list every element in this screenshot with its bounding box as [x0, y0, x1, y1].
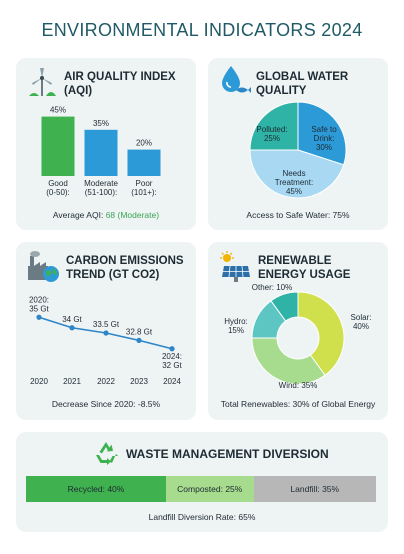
carbon-point: [136, 337, 142, 343]
aqi-caption: Average AQI: 68 (Moderate): [16, 210, 196, 220]
carbon-year-label: 2023: [130, 377, 148, 386]
water-title: GLOBAL WATER QUALITY: [256, 70, 348, 98]
water-caption: Access to Safe Water: 75%: [246, 210, 350, 220]
solar-panel-icon: [220, 251, 250, 282]
water-pie-slice: [249, 101, 299, 151]
water-title-line1: GLOBAL WATER: [256, 71, 349, 83]
renewable-title-line2: ENERGY USAGE: [258, 269, 351, 281]
factory-globe-icon: [28, 251, 59, 282]
aqi-category-label: Good (0-50):: [46, 179, 70, 197]
waste-segment-label: Composted: 25%: [177, 484, 243, 494]
carbon-year-label: 2020: [30, 377, 48, 386]
carbon-point-label: 33.5 Gt: [93, 320, 120, 329]
carbon-point: [103, 330, 109, 336]
renewable-slice-label: Wind: 35%: [279, 381, 318, 390]
aqi-title-line2: (AQI): [64, 85, 93, 97]
aqi-title-line1: AIR QUALITY INDEX: [64, 71, 176, 83]
waste-card: WASTE MANAGEMENT DIVERSION Recycled: 40%…: [16, 432, 388, 532]
water-pie-chart: Safe to Drink: 30% Needs Treatment: 45% Pollut…: [249, 101, 347, 199]
renewable-title-line1: RENEWABLE: [258, 255, 332, 267]
carbon-line-chart: 2020: 35 Gt 2020 34 Gt 2021 33.5 Gt 2022 32.8 G…: [29, 295, 183, 386]
renewable-slice-label: Solar: 40%: [351, 313, 372, 331]
aqi-bar: [41, 116, 75, 176]
carbon-year-label: 2022: [97, 377, 115, 386]
aqi-caption-prefix: Average AQI:: [52, 210, 104, 220]
waste-segment-label: Landfill: 35%: [290, 484, 340, 494]
waste-segment-label: Recycled: 40%: [67, 484, 125, 494]
renewable-donut-chart: Solar: 40% Wind: 35% Hydro: 15% Other: 10%: [224, 284, 372, 390]
renewable-donut-slice: [270, 291, 299, 322]
water-title-line2: QUALITY: [256, 85, 307, 97]
carbon-point: [169, 346, 175, 352]
carbon-point-label: 2020: 35 Gt: [29, 295, 50, 313]
carbon-point-label: 34 Gt: [62, 315, 82, 324]
renewable-card: RENEWABLE ENERGY USAGE Solar: 40% Wind: 35…: [208, 242, 388, 420]
renewable-slice-label: Hydro: 15%: [224, 317, 248, 335]
water-slice-label: Safe to Drink: 30%: [311, 125, 337, 152]
waste-caption: Landfill Diversion Rate: 65%: [148, 512, 256, 522]
water-pie-slice: [297, 101, 347, 166]
aqi-card: AIR QUALITY INDEX (AQI) 45% Good (0-50): 35…: [16, 58, 196, 230]
carbon-title-line1: CARBON EMISSIONS: [66, 255, 184, 267]
renewable-slice-label: Other: 10%: [252, 284, 292, 292]
aqi-bar-label: 35%: [93, 119, 109, 128]
carbon-point: [69, 325, 75, 331]
carbon-card: CARBON EMISSIONS TREND (Gt CO2) 2020: 35 …: [16, 242, 196, 420]
aqi-bar: [84, 129, 118, 176]
carbon-title-line2: TREND (Gt CO2): [66, 269, 160, 281]
aqi-category-label: Poor (101+):: [131, 179, 157, 197]
aqi-bar: [127, 149, 161, 176]
carbon-year-label: 2024: [163, 377, 181, 386]
waste-segment: Composted: 25%: [166, 476, 254, 502]
water-drop-icon: [222, 66, 251, 93]
water-slice-label: Polluted: 25%: [256, 125, 287, 143]
water-pie-slice: [249, 149, 345, 199]
waste-title: WASTE MANAGEMENT DIVERSION: [126, 447, 329, 461]
carbon-point: [36, 314, 42, 320]
renewable-title: RENEWABLE ENERGY USAGE: [258, 254, 350, 282]
page-title: ENVIRONMENTAL INDICATORS 2024: [41, 20, 363, 40]
carbon-year-label: 2021: [63, 377, 81, 386]
renewable-donut-slice: [297, 291, 345, 376]
aqi-caption-value: 68 (Moderate): [105, 210, 160, 220]
carbon-caption: Decrease Since 2020: -8.5%: [51, 399, 161, 409]
waste-stacked-bar: Recycled: 40% Composted: 25% Landfill: 35%: [26, 476, 376, 502]
recycle-icon: [96, 442, 118, 465]
aqi-bar-label: 45%: [50, 106, 66, 115]
waste-segment: Landfill: 35%: [253, 476, 376, 502]
carbon-point-label: 32.8 Gt: [126, 327, 153, 336]
renewable-donut-slice: [251, 337, 326, 385]
aqi-bar-label: 20%: [136, 139, 152, 148]
aqi-bar-chart: 45% Good (0-50): 35% Moderate (51-100): 20% Poo…: [41, 106, 161, 197]
carbon-title: CARBON EMISSIONS TREND (Gt CO2): [66, 254, 184, 282]
aqi-category-label: Moderate (51-100):: [84, 179, 118, 197]
renewable-caption: Total Renewables: 30% of Global Energy: [220, 399, 376, 409]
water-slice-label: Needs Treatment: 45%: [275, 169, 313, 196]
waste-segment: Recycled: 40%: [26, 476, 166, 502]
wind-turbine-icon: [29, 68, 56, 96]
carbon-point-label: 2024: 32 Gt: [162, 352, 183, 370]
aqi-title: AIR QUALITY INDEX (AQI): [64, 70, 176, 98]
water-card: GLOBAL WATER QUALITY Safe to Drink: 30% Nee…: [208, 58, 388, 230]
